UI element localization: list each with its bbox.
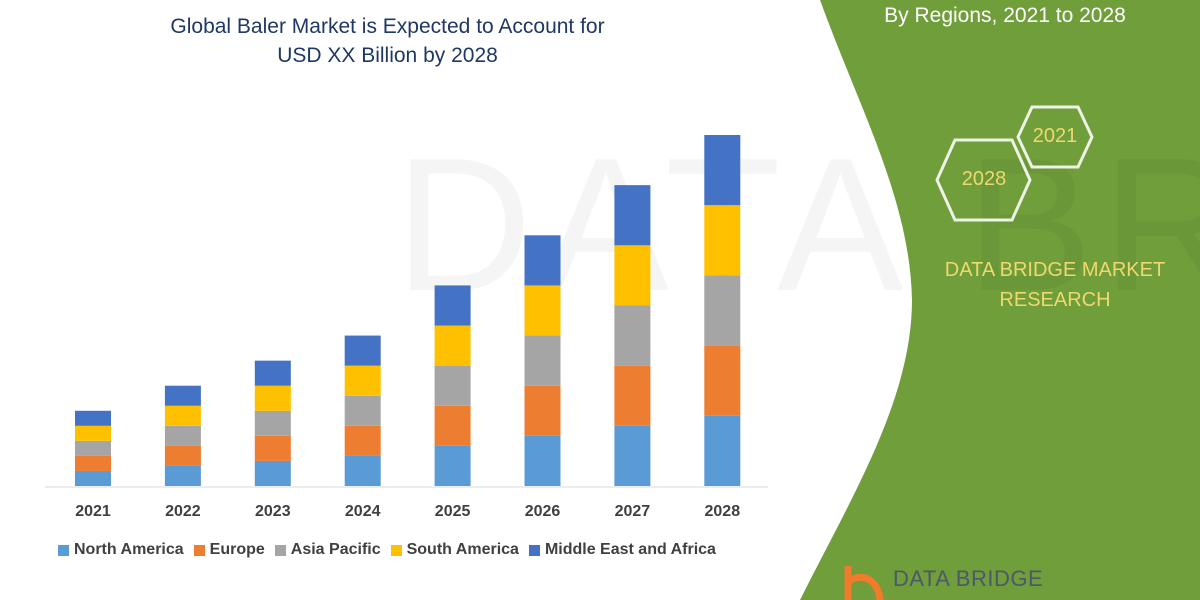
green-side-panel: [800, 0, 1200, 600]
bar-segment-2023-europe: [254, 435, 291, 461]
brand-line-1: DATA BRIDGE MARKET: [944, 259, 1166, 281]
bar-segment-2028-asia-pacific: [704, 275, 741, 346]
bar-segment-2028-europe: [704, 345, 741, 416]
logo-text: DATA BRIDGE: [893, 566, 1044, 591]
bar-segment-2022-asia-pacific: [164, 425, 201, 446]
x-tick-label: 2028: [704, 503, 741, 520]
x-tick-label: 2021: [75, 503, 111, 520]
bar-segment-2025-asia-pacific: [434, 365, 471, 406]
chart-title: Global Baler Market is Expected to Accou…: [100, 12, 675, 70]
bar-segment-2021-europe: [75, 455, 111, 471]
bar-segment-2022-north-america: [164, 465, 201, 486]
x-tick-label: 2023: [255, 503, 291, 520]
bar-segment-2025-middle-east-and-africa: [434, 285, 471, 326]
title-line-1: Global Baler Market is Expected to Accou…: [170, 15, 605, 38]
x-tick-label: 2026: [524, 503, 561, 520]
x-tick-label: 2025: [434, 503, 471, 520]
legend-item: Europe: [193, 541, 265, 559]
bar-segment-2021-south-america: [75, 425, 111, 441]
bar-segment-2026-europe: [524, 385, 561, 436]
bar-segment-2022-europe: [164, 445, 201, 466]
legend: North America Europe Asia Pacific South Ame…: [58, 541, 716, 559]
x-tick-label: 2027: [614, 503, 651, 520]
title-line-2: USD XX Billion by 2028: [277, 44, 498, 67]
x-tick-label: 2024: [344, 503, 381, 520]
bar-segment-2023-south-america: [254, 385, 291, 411]
bar-segment-2023-middle-east-and-africa: [254, 360, 291, 386]
bar-segment-2027-north-america: [614, 425, 651, 486]
bar-segment-2028-south-america: [704, 205, 741, 276]
bar-segment-2028-middle-east-and-africa: [704, 135, 741, 206]
legend-label: South America: [406, 541, 519, 558]
bar-segment-2021-middle-east-and-africa: [75, 410, 111, 426]
bar-segment-2027-middle-east-and-africa: [614, 185, 651, 246]
legend-swatch: [528, 544, 540, 556]
legend-label: Middle East and Africa: [544, 541, 716, 558]
bar-segment-2021-asia-pacific: [75, 440, 111, 456]
hex-label-2021: 2021: [1032, 125, 1078, 147]
legend-item: Middle East and Africa: [528, 541, 716, 559]
bar-segment-2026-north-america: [524, 435, 561, 486]
bar-segment-2021-north-america: [75, 470, 111, 486]
bar-segment-2024-asia-pacific: [344, 395, 381, 426]
bar-segment-2026-asia-pacific: [524, 335, 561, 386]
legend-label: North America: [74, 541, 184, 558]
bar-segment-2026-south-america: [524, 285, 561, 336]
bar-segment-2025-europe: [434, 405, 471, 446]
legend-label: Asia Pacific: [290, 541, 381, 558]
legend-item: Asia Pacific: [274, 541, 381, 559]
bar-segment-2026-middle-east-and-africa: [524, 235, 561, 286]
logo-mark: [844, 566, 884, 600]
bar-segment-2024-south-america: [344, 365, 381, 396]
brand-text: DATA BRIDGE MARKET RESEARCH: [920, 255, 1190, 315]
bar-segment-2022-south-america: [164, 405, 201, 426]
bar-segment-2024-europe: [344, 425, 381, 456]
panel-subtitle: By Regions, 2021 to 2028: [884, 4, 1126, 27]
legend-swatch: [193, 544, 205, 556]
bar-segment-2025-north-america: [434, 445, 471, 486]
legend-item: South America: [390, 541, 519, 559]
legend-swatch: [58, 544, 69, 556]
hexagon-2021: [1016, 105, 1094, 169]
bar-segment-2025-south-america: [434, 325, 471, 366]
x-tick-label: 2022: [165, 503, 201, 520]
bar-segment-2023-asia-pacific: [254, 410, 291, 436]
bars-group: [75, 135, 741, 486]
hexagon-2028: [935, 138, 1032, 222]
legend-swatch: [274, 544, 286, 556]
bar-segment-2027-asia-pacific: [614, 305, 651, 366]
bar-segment-2024-middle-east-and-africa: [344, 335, 381, 366]
hex-label-2028: 2028: [961, 168, 1007, 190]
brand-line-2: RESEARCH: [999, 289, 1111, 311]
legend-label: Europe: [209, 541, 265, 558]
bar-segment-2027-south-america: [614, 245, 651, 306]
bar-segment-2022-middle-east-and-africa: [164, 385, 201, 406]
bar-segment-2023-north-america: [254, 460, 291, 486]
bar-segment-2024-north-america: [344, 455, 381, 486]
legend-item: North America: [58, 541, 184, 559]
bar-segment-2027-europe: [614, 365, 651, 426]
legend-swatch: [390, 544, 402, 556]
bar-segment-2028-north-america: [704, 415, 741, 486]
